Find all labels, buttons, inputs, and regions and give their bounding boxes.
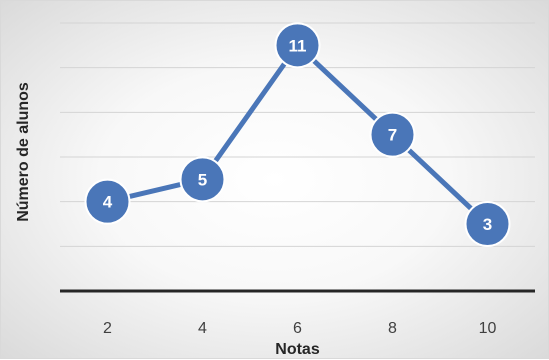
data-label: 11 xyxy=(289,36,307,55)
series-notas: 4 5 11 7 3 xyxy=(84,22,511,247)
x-tick-label: 6 xyxy=(293,320,302,337)
data-label: 5 xyxy=(198,170,207,189)
x-tick-label: 2 xyxy=(103,320,112,337)
x-tick-labels: 2 4 6 8 10 xyxy=(103,320,496,337)
x-tick-label: 8 xyxy=(388,320,397,337)
y-axis-title: Número de alunos xyxy=(15,82,32,222)
data-point xyxy=(179,156,226,203)
x-axis-title: Notas xyxy=(275,341,320,358)
x-tick-label: 10 xyxy=(479,320,497,337)
data-label: 7 xyxy=(388,126,397,145)
series-line xyxy=(106,42,490,226)
data-label: 4 xyxy=(103,193,113,212)
data-point xyxy=(84,178,131,225)
data-label: 3 xyxy=(483,215,492,234)
data-point xyxy=(464,201,511,247)
data-point xyxy=(274,22,321,69)
data-point xyxy=(369,111,416,158)
x-tick-label: 4 xyxy=(198,320,207,337)
